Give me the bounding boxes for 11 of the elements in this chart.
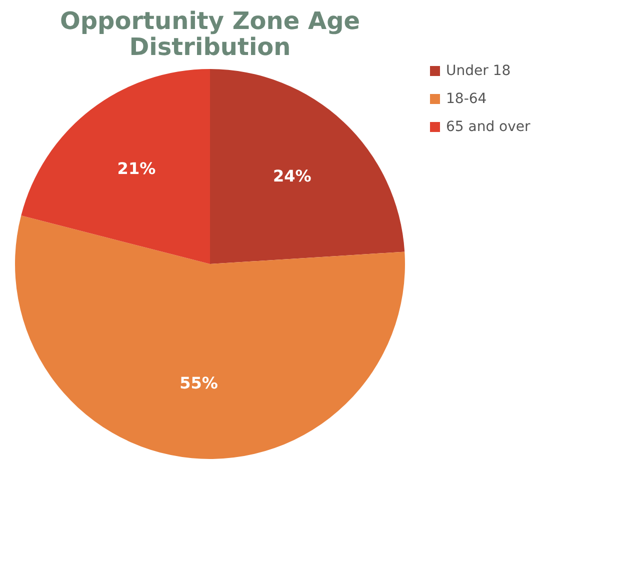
legend-label: Under 18 [446, 63, 511, 79]
pie-slice [210, 69, 405, 264]
data-label: 55% [180, 373, 218, 392]
legend-label: 18-64 [446, 91, 487, 107]
pie-slice [21, 69, 210, 264]
data-label: 24% [272, 166, 312, 186]
legend-label: 65 and over [446, 119, 531, 135]
data-label: 21% [117, 159, 156, 178]
text: Opportunity Zone Age [60, 7, 360, 35]
text: Distribution [129, 33, 291, 61]
pie-slice [15, 216, 405, 459]
